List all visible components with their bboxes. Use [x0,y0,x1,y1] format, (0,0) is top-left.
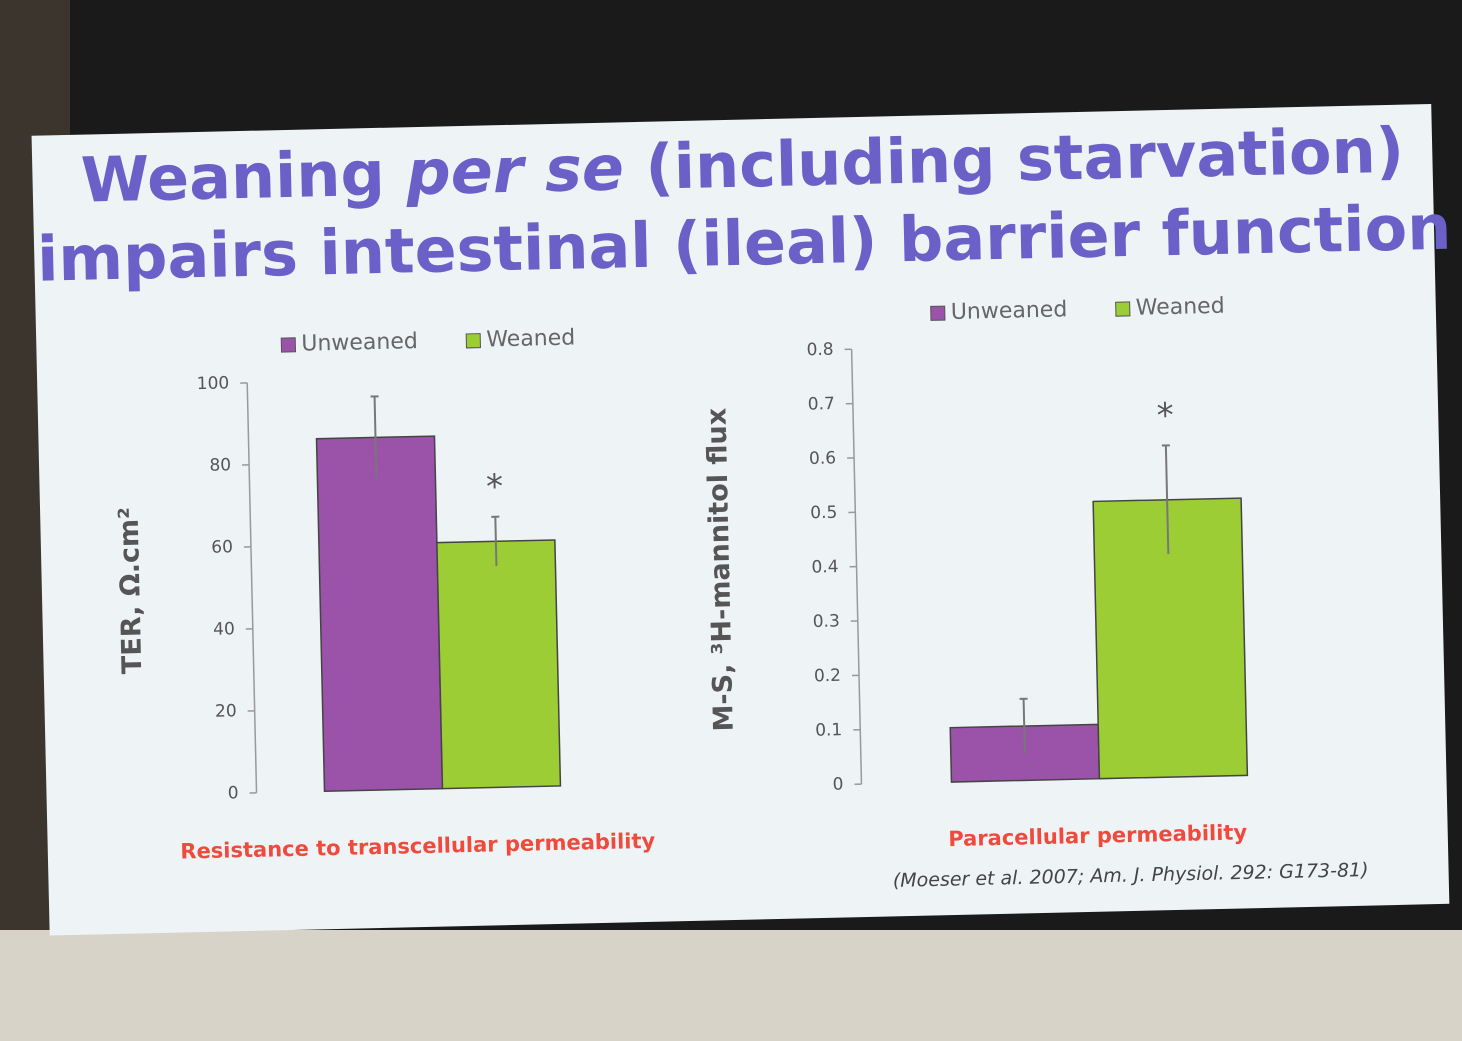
bar [436,539,562,790]
y-tick-label: 60 [211,537,233,557]
legend-swatch [280,337,297,353]
y-tick-label: 0.2 [814,666,841,687]
y-tick-label: 80 [209,455,231,475]
title-text: Weaning [80,137,386,217]
y-tick-label: 0.5 [810,503,837,524]
significance-mark: * [1156,396,1174,436]
legend-label: Weaned [486,325,575,352]
y-tick-label: 0.3 [813,611,840,632]
error-bar [1164,445,1170,555]
title-text: (including starvation) [645,114,1405,204]
significance-mark: * [486,467,504,507]
bar [315,435,444,793]
legend-label: Weaned [1135,294,1224,321]
title-italic: per se [404,131,624,209]
error-bar [494,516,498,566]
y-tick-label: 0.7 [808,394,835,415]
y-axis-label: TER, Ω.cm² [114,507,149,675]
error-bar [1022,698,1026,754]
y-tick-label: 0.8 [806,340,833,361]
y-tick-label: 0 [227,783,238,803]
bar [1092,497,1249,780]
y-tick-label: 0.4 [811,557,838,578]
legend-swatch [1115,301,1131,317]
slide-title-line-1: Weaning per se (including starvation) [80,114,1405,217]
y-tick-label: 0 [832,775,843,795]
legend-swatch [465,333,481,349]
wall [0,930,1462,1041]
y-tick-label: 0.6 [809,448,836,469]
legend-label: Unweaned [301,329,418,357]
y-tick-label: 40 [213,619,235,639]
y-tick-label: 20 [215,701,237,721]
legend-swatch [930,305,946,321]
legend-label: Unweaned [951,297,1068,325]
error-bar [373,396,378,479]
y-axis-label: M-S, ³H-mannitol flux [701,408,739,732]
slide: Weaning per se (including starvation) im… [31,103,1452,936]
y-axis [246,382,258,793]
y-tick-label: 100 [197,373,230,394]
y-tick-label: 0.1 [815,720,842,741]
